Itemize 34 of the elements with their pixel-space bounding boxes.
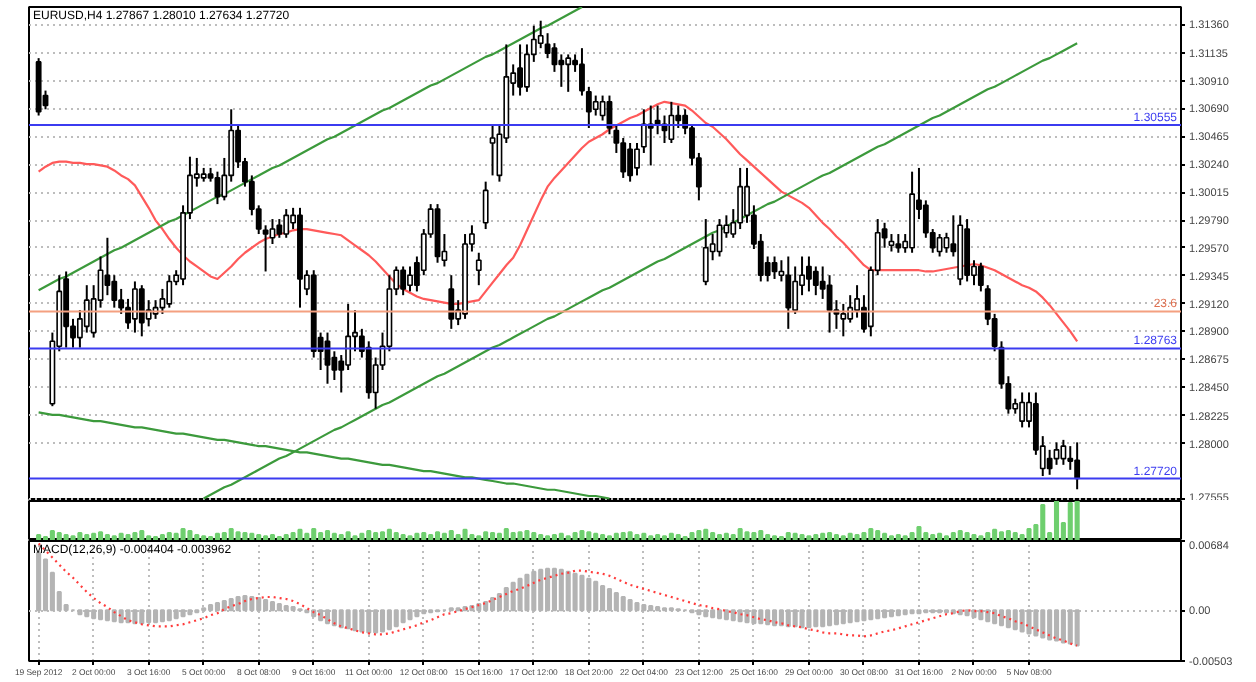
candlestick	[407, 265, 413, 293]
candlestick	[840, 302, 847, 338]
candlestick	[895, 233, 902, 254]
candlestick	[166, 274, 173, 309]
candlestick	[400, 265, 407, 297]
candlestick	[1074, 441, 1081, 491]
candlestick	[63, 270, 70, 349]
line-series	[37, 542, 1079, 647]
candlestick	[517, 43, 523, 97]
candlestick	[131, 280, 138, 334]
candlestick	[936, 233, 943, 258]
candlestick	[592, 94, 599, 117]
candlestick	[475, 251, 482, 287]
candlestick	[964, 218, 971, 283]
candlestick	[627, 141, 634, 183]
candlestick	[1060, 438, 1067, 466]
candlestick	[599, 94, 606, 122]
candlestick	[737, 166, 744, 231]
candlestick	[1019, 391, 1026, 429]
candlestick	[668, 100, 675, 144]
candlestick	[702, 218, 709, 287]
candlestick	[448, 274, 455, 330]
candlestick	[489, 123, 496, 177]
candlestick	[805, 255, 812, 293]
candlestick	[138, 284, 145, 338]
candlestick	[276, 218, 283, 239]
line-series	[37, 7, 584, 292]
candlestick	[565, 53, 572, 93]
candlestick	[1046, 448, 1053, 476]
line-series	[37, 100, 1079, 343]
candlestick	[785, 255, 792, 330]
candlestick	[482, 180, 489, 231]
candlestick	[558, 53, 565, 88]
candlestick	[283, 208, 290, 239]
